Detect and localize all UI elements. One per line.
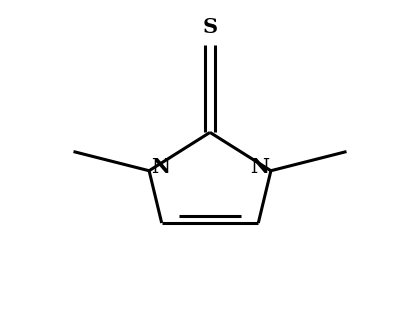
Text: S: S xyxy=(202,17,218,37)
Text: N: N xyxy=(151,157,171,177)
Text: N: N xyxy=(249,157,269,177)
